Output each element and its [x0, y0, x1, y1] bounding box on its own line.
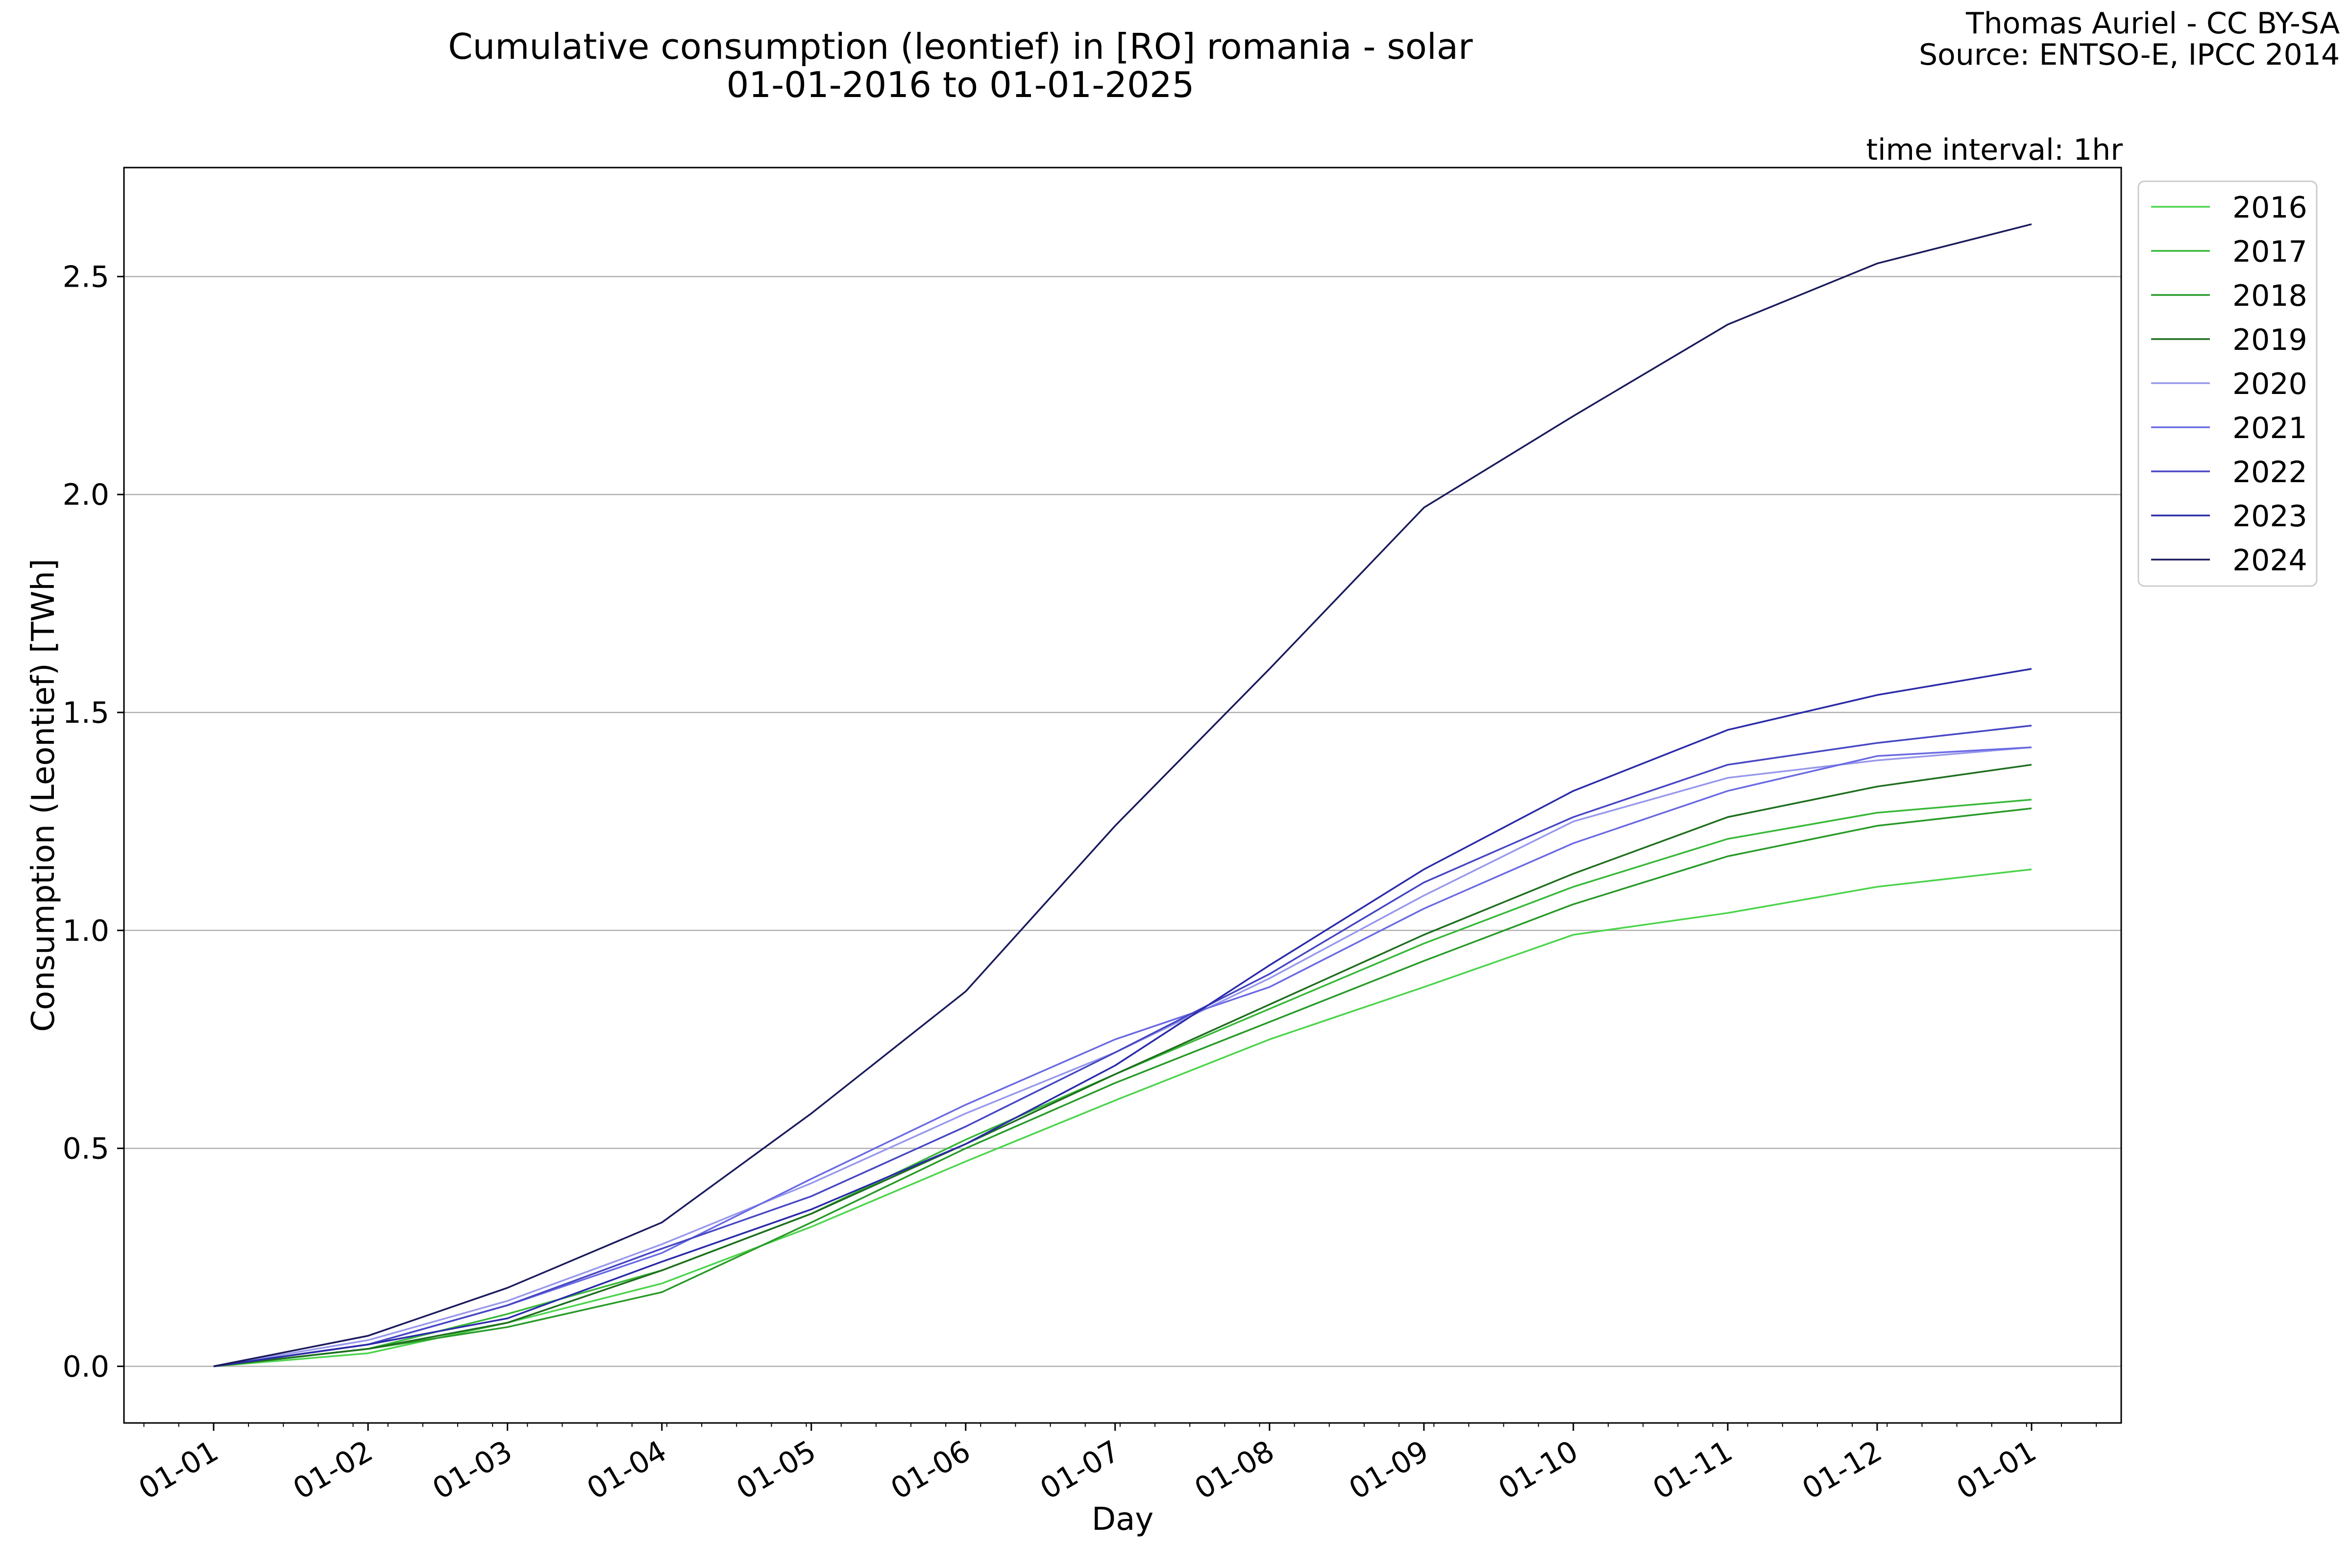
legend-label-2020: 2020 [2232, 367, 2307, 401]
legend-label-2022: 2022 [2232, 455, 2307, 490]
legend-label-2023: 2023 [2232, 499, 2307, 534]
y-tick-label: 1.5 [63, 696, 109, 730]
y-axis-label: Consumption (Leontief) [TWh] [25, 559, 62, 1032]
series-line-2023 [213, 668, 2032, 1368]
credit-source: Source: ENTSO-E, IPCC 2014 [1919, 38, 2340, 72]
legend-label-2018: 2018 [2232, 279, 2307, 313]
plot-frame [123, 167, 2122, 1424]
legend-label-2017: 2017 [2232, 235, 2307, 269]
chart-title-line1: Cumulative consumption (leontief) in [RO… [448, 26, 1473, 67]
legend-entries: 2016 2017 2018 2019 2020 2021 2022 2023 2024 [2151, 191, 2307, 578]
x-axis-label: Day [1092, 1501, 1153, 1538]
legend-label-2019: 2019 [2232, 323, 2307, 357]
series-line-2024 [213, 223, 2032, 1368]
series-line-2022 [213, 724, 2032, 1368]
credit-author: Thomas Auriel - CC BY-SA [1965, 6, 2340, 41]
legend-box [2137, 180, 2318, 587]
y-tick-label: 2.0 [63, 478, 109, 512]
chart-title-line2: 01-01-2016 to 01-01-2025 [727, 64, 1195, 105]
legend-label-2016: 2016 [2232, 191, 2307, 225]
y-tick-label: 0.5 [63, 1132, 109, 1166]
series-lines [213, 223, 2032, 1368]
grid-lines [124, 276, 2121, 1367]
y-axis-ticks: 0.0 0.5 1.0 1.5 2.0 2.5 [63, 260, 124, 1384]
y-tick-label: 1.0 [63, 914, 109, 948]
y-tick-label: 0.0 [63, 1349, 109, 1384]
legend-label-2021: 2021 [2232, 411, 2307, 445]
series-line-2019 [213, 763, 2032, 1368]
series-line-2018 [213, 807, 2032, 1368]
legend: 2016 2017 2018 2019 2020 2021 2022 2023 2024 [2137, 180, 2318, 587]
time-interval-annotation: time interval: 1hr [1866, 133, 2123, 167]
legend-label-2024: 2024 [2232, 543, 2307, 578]
y-tick-label: 2.5 [63, 260, 109, 294]
